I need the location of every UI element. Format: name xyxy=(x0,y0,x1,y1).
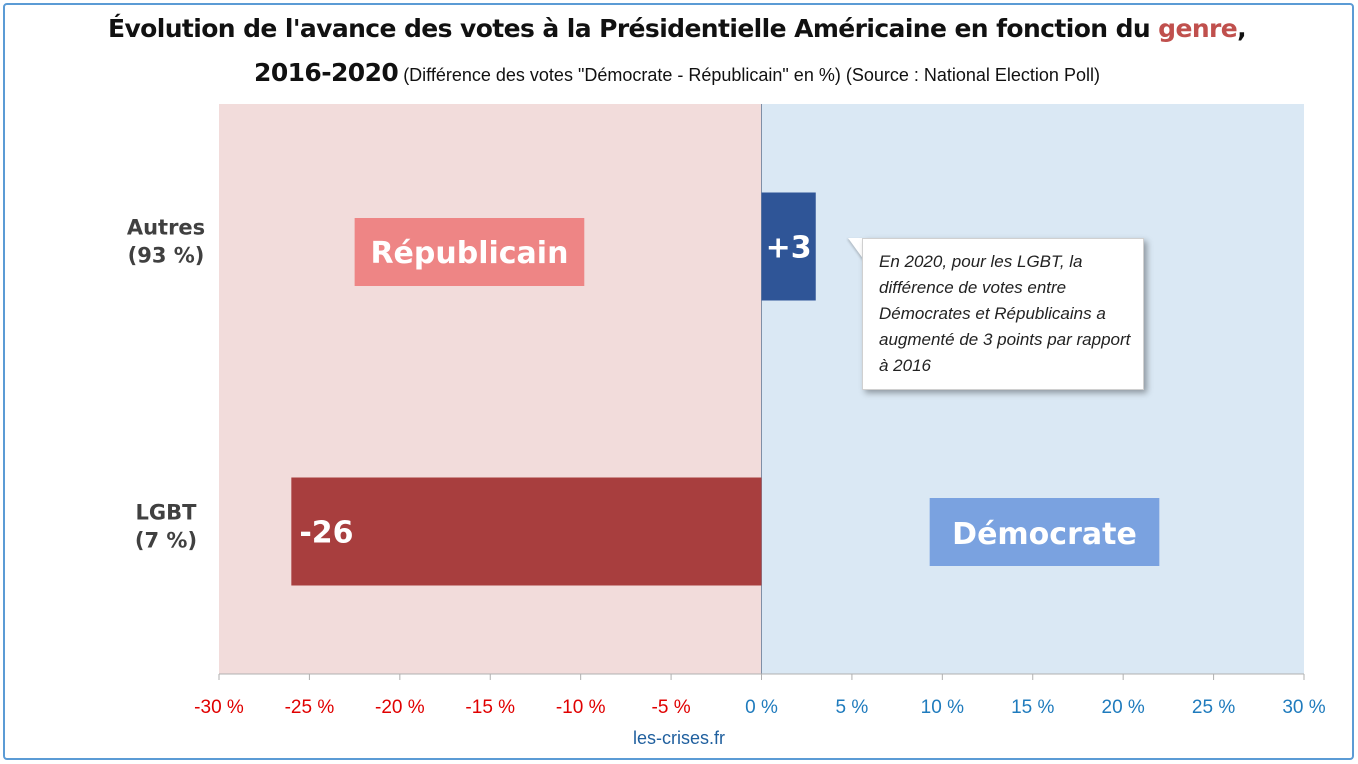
category-label-line: (7 %) xyxy=(135,529,197,553)
x-tick-label: -10 % xyxy=(556,697,606,718)
y-axis-category-labels: Autres (93 %) LGBT (7 %) xyxy=(127,216,205,553)
subtitle-note: (Différence des votes "Démocrate - Répub… xyxy=(398,65,1100,85)
title-suffix: , xyxy=(1237,14,1247,43)
bar xyxy=(761,192,816,301)
democrat-label-box xyxy=(929,498,1160,566)
x-tick-label: 15 % xyxy=(1011,697,1054,718)
title-highlight: genre xyxy=(1158,14,1238,43)
republican-zone-label: Républicain xyxy=(370,236,568,271)
x-tick-label: -5 % xyxy=(652,697,691,718)
title-prefix: Évolution de l'avance des votes à la Pré… xyxy=(107,14,1159,43)
category-label-line: Autres xyxy=(127,216,205,240)
callout-text: En 2020, pour les LGBT, la différence de… xyxy=(879,252,1131,375)
x-tick-label: 10 % xyxy=(921,697,964,718)
x-tick-label: 5 % xyxy=(836,697,869,718)
republican-zone xyxy=(219,104,762,674)
x-tick-label: 0 % xyxy=(745,697,778,718)
category-label-line: LGBT xyxy=(136,501,198,525)
bar-data-label: +3 xyxy=(766,231,812,266)
callout-tail xyxy=(848,238,864,260)
source-footer: les-crises.fr xyxy=(632,728,725,748)
x-tick-label: -20 % xyxy=(375,697,425,718)
bar-data-label: -26 xyxy=(299,516,353,551)
chart-subtitle: 2016-2020 (Différence des votes "Démocra… xyxy=(0,58,1354,87)
democrat-zone-label: Démocrate xyxy=(952,517,1137,552)
x-tick-label: -15 % xyxy=(465,697,515,718)
category-label: LGBT (7 %) xyxy=(135,501,197,553)
bar xyxy=(291,477,762,586)
x-tick-label: 30 % xyxy=(1282,697,1325,718)
chart-title: Évolution de l'avance des votes à la Pré… xyxy=(0,14,1354,43)
x-axis-ticks xyxy=(218,674,1305,680)
x-tick-label: 25 % xyxy=(1192,697,1235,718)
republican-label-box xyxy=(354,218,585,286)
x-tick-label: -30 % xyxy=(194,697,244,718)
category-label-line: (93 %) xyxy=(128,244,205,268)
annotation-callout: En 2020, pour les LGBT, la différence de… xyxy=(862,238,1144,390)
zone-labels: Républicain Démocrate xyxy=(354,218,1160,566)
x-axis-tick-labels: -30 % -25 % -20 % -15 % -10 % -5 % 0 % 5 % 10 % 1… xyxy=(194,697,1326,718)
category-label: Autres (93 %) xyxy=(127,216,205,268)
x-tick-label: 20 % xyxy=(1102,697,1145,718)
subtitle-years: 2016-2020 xyxy=(254,58,399,87)
bars xyxy=(291,192,816,586)
x-tick-label: -25 % xyxy=(285,697,335,718)
bar-data-labels: +3 -26 xyxy=(299,231,811,551)
